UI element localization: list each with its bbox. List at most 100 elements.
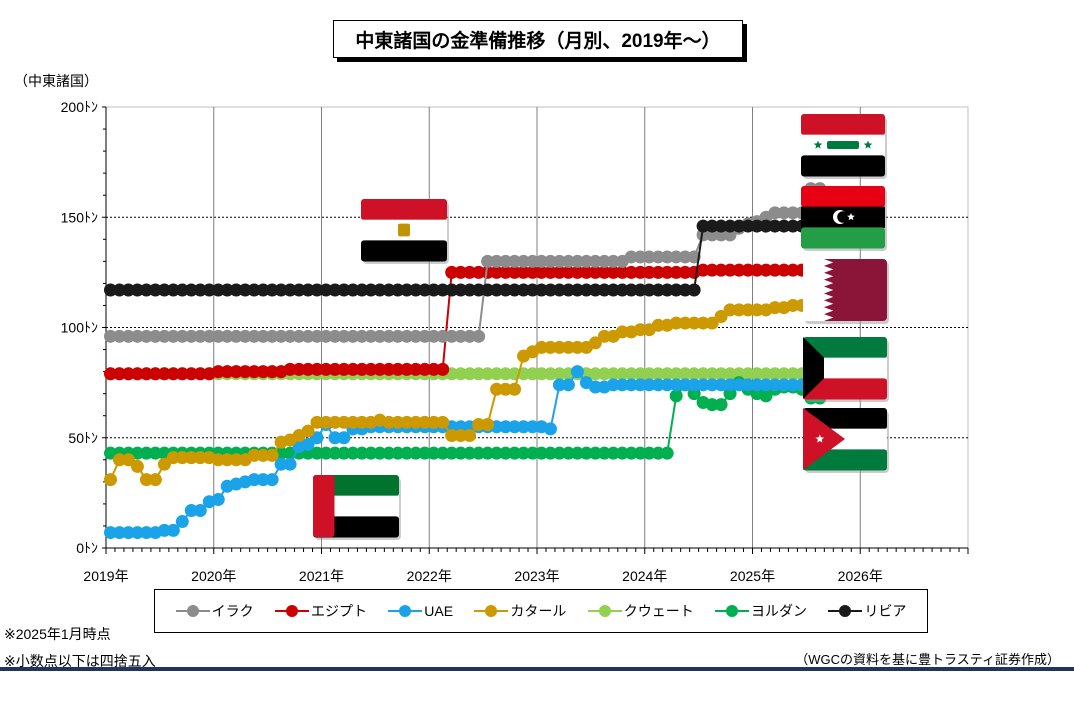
data-point <box>561 265 575 279</box>
data-point <box>561 378 575 392</box>
data-point <box>130 367 144 381</box>
flag-stripe <box>801 186 885 208</box>
data-point <box>148 473 162 487</box>
data-point <box>211 453 225 467</box>
data-point <box>463 283 477 297</box>
data-point <box>759 378 773 392</box>
data-point <box>166 283 180 297</box>
data-point <box>391 362 405 376</box>
flag-stripe <box>801 227 885 249</box>
data-point <box>741 378 755 392</box>
data-point <box>534 254 548 268</box>
data-point <box>310 415 324 429</box>
legend-label: エジプト <box>310 603 367 619</box>
flag-stripe <box>803 337 887 359</box>
data-point <box>130 446 144 460</box>
data-point <box>705 316 719 330</box>
data-point <box>364 329 378 343</box>
data-point <box>382 362 396 376</box>
data-point <box>723 219 737 233</box>
data-point <box>220 453 234 467</box>
data-point <box>220 329 234 343</box>
data-point <box>184 283 198 297</box>
data-point <box>597 367 611 381</box>
note-date: ※2025年1月時点 <box>4 626 111 642</box>
data-point <box>328 415 342 429</box>
data-point <box>786 219 800 233</box>
data-point <box>400 446 414 460</box>
legend-item: ヨルダン <box>715 601 807 621</box>
data-point <box>750 263 764 277</box>
data-point <box>490 446 504 460</box>
data-point <box>651 446 665 460</box>
data-point <box>633 250 647 264</box>
data-point <box>229 329 243 343</box>
data-point <box>759 219 773 233</box>
data-point <box>561 283 575 297</box>
data-point <box>499 382 513 396</box>
data-point <box>139 283 153 297</box>
data-point <box>418 415 432 429</box>
data-point <box>678 283 692 297</box>
flag-hoist <box>803 337 824 399</box>
data-point <box>579 265 593 279</box>
data-point <box>319 329 333 343</box>
data-point <box>103 473 117 487</box>
data-point <box>130 283 144 297</box>
x-tick-label: 2022年 <box>407 568 452 584</box>
data-point <box>642 265 656 279</box>
flag-star <box>847 213 855 221</box>
data-point <box>337 362 351 376</box>
data-point <box>301 329 315 343</box>
data-point <box>121 453 135 467</box>
data-point <box>508 382 522 396</box>
data-point <box>777 206 791 220</box>
data-point <box>678 367 692 381</box>
data-point <box>274 329 288 343</box>
legend-marker <box>274 604 309 618</box>
data-point <box>427 446 441 460</box>
x-tick-label: 2024年 <box>622 568 667 584</box>
legend-item: クウェート <box>587 601 694 621</box>
data-point <box>534 283 548 297</box>
data-point <box>741 263 755 277</box>
data-point <box>687 367 701 381</box>
data-point <box>157 329 171 343</box>
egypt-flag <box>361 199 449 264</box>
data-point <box>624 265 638 279</box>
data-point <box>669 378 683 392</box>
data-point <box>256 283 270 297</box>
data-point <box>534 367 548 381</box>
x-tick-label: 2019年 <box>83 568 128 584</box>
y-axis-unit-label: （中東諸国） <box>14 73 98 89</box>
data-point <box>166 329 180 343</box>
data-point <box>669 283 683 297</box>
data-point <box>463 429 477 443</box>
data-point <box>723 263 737 277</box>
data-point <box>247 473 261 487</box>
data-point <box>579 283 593 297</box>
data-point <box>543 283 557 297</box>
flag-layer <box>313 114 889 540</box>
legend-marker <box>388 604 423 618</box>
data-point <box>588 367 602 381</box>
data-point <box>292 283 306 297</box>
data-point <box>499 367 513 381</box>
data-point <box>642 378 656 392</box>
x-tick-label: 2026年 <box>838 568 883 584</box>
data-point <box>705 367 719 381</box>
y-tick-label: 200ﾄﾝ <box>61 99 98 115</box>
data-point <box>391 415 405 429</box>
data-point <box>786 378 800 392</box>
series-リビア <box>103 219 827 297</box>
data-point <box>175 367 189 381</box>
data-point <box>517 420 531 434</box>
data-point <box>615 265 629 279</box>
data-point <box>669 265 683 279</box>
data-point <box>310 446 324 460</box>
data-point <box>211 329 225 343</box>
data-point <box>624 283 638 297</box>
data-point <box>454 446 468 460</box>
data-point <box>597 265 611 279</box>
data-point <box>705 219 719 233</box>
